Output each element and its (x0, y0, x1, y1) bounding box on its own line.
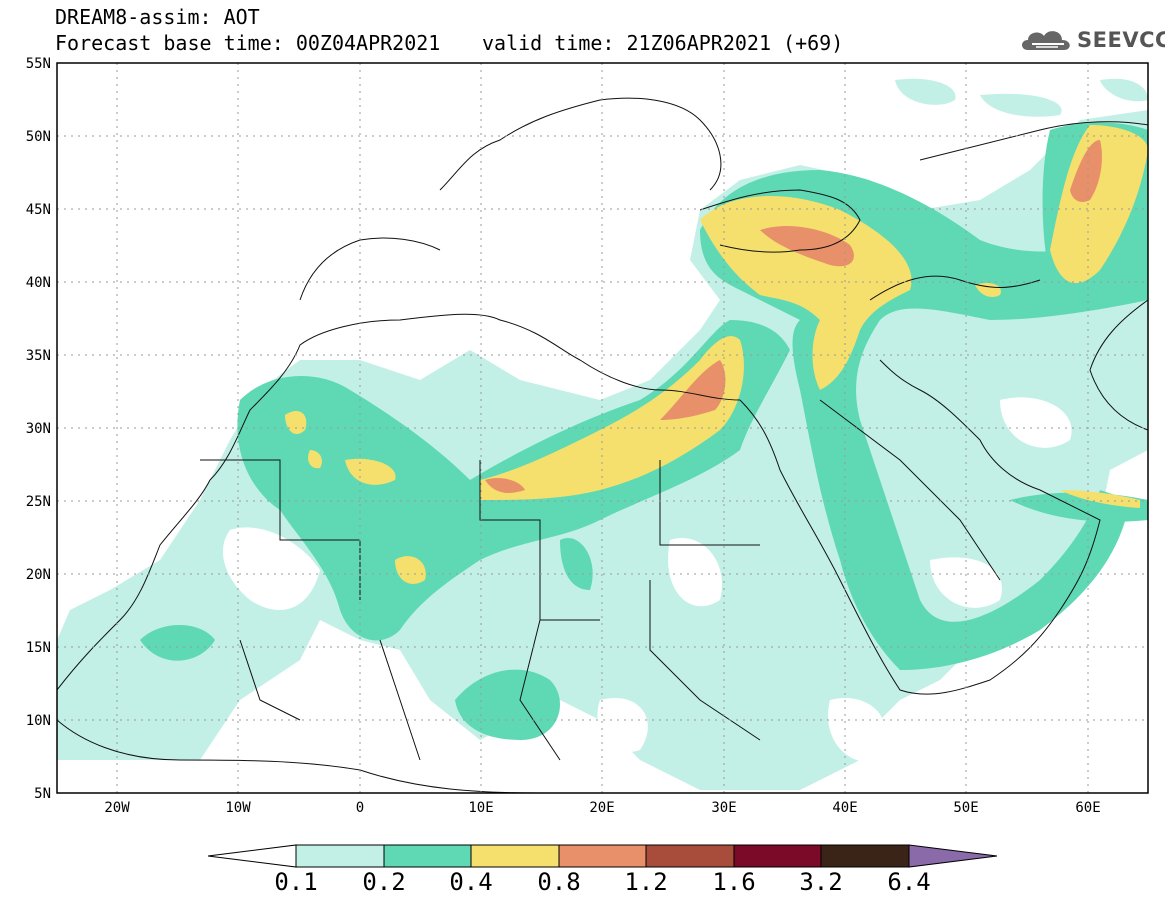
coastlines (57, 97, 1148, 793)
lon-label: 30E (711, 800, 736, 816)
lon-label: 50E (953, 800, 978, 816)
colorbar-label: 1.6 (712, 868, 756, 896)
lon-label: 60E (1075, 800, 1100, 816)
colorbar-label: 6.4 (887, 868, 931, 896)
colorbar-label: 1.2 (624, 868, 668, 896)
valid-time: valid time: 21Z06APR2021 (+69) (482, 31, 844, 55)
colorbar-swatch (558, 844, 647, 868)
forecast-base-time: Forecast base time: 00Z04APR2021 (55, 31, 441, 55)
lat-label: 45N (26, 202, 51, 218)
colorbar-label: 0.4 (449, 868, 493, 896)
lat-label: 40N (26, 275, 51, 291)
lon-label: 40E (832, 800, 857, 816)
aot-low-holes (222, 397, 1072, 762)
colorbar-label: 0.8 (537, 868, 581, 896)
lat-label: 35N (26, 348, 51, 364)
lat-label: 30N (26, 421, 51, 437)
lat-label: 5N (34, 786, 51, 802)
grid-lines (57, 63, 1148, 793)
lat-label: 50N (26, 129, 51, 145)
colorbar-swatch (295, 844, 385, 868)
colorbar (207, 844, 998, 868)
lat-label: 20N (26, 567, 51, 583)
colorbar-label: 0.2 (362, 868, 406, 896)
lon-label: 20E (589, 800, 614, 816)
lat-axis: 55N 50N 45N 40N 35N 30N 25N 20N 15N 10N … (26, 56, 51, 802)
lon-label: 20W (104, 800, 130, 816)
lon-label: 10E (468, 800, 493, 816)
seevccc-logo: SEEVCCC (1018, 26, 1165, 54)
colorbar-swatch (645, 844, 735, 868)
colorbar-label: 0.1 (274, 868, 318, 896)
lat-label: 25N (26, 494, 51, 510)
lon-axis: 20W 10W 0 10E 20E 30E 40E 50E 60E (104, 800, 1100, 816)
aot-level-0-4 (285, 125, 1148, 584)
colorbar-swatch (733, 844, 822, 868)
lat-label: 55N (26, 56, 51, 72)
colorbar-under-arrow (207, 844, 297, 868)
colorbar-label: 3.2 (799, 868, 843, 896)
colorbar-swatch (820, 844, 910, 868)
plot-frame (56, 62, 1149, 794)
lon-label: 10W (225, 800, 251, 816)
colorbar-swatch (470, 844, 560, 868)
colorbar-swatch (383, 844, 472, 868)
lat-label: 10N (26, 713, 51, 729)
colorbar-over-arrow (908, 844, 998, 868)
cloud-icon (1022, 31, 1070, 50)
lat-label: 15N (26, 640, 51, 656)
lon-label: 0 (356, 800, 364, 816)
map-title: DREAM8-assim: AOT (55, 5, 260, 29)
logo-text: SEEVCCC (1077, 28, 1165, 52)
aot-level-0-8 (485, 140, 1102, 493)
